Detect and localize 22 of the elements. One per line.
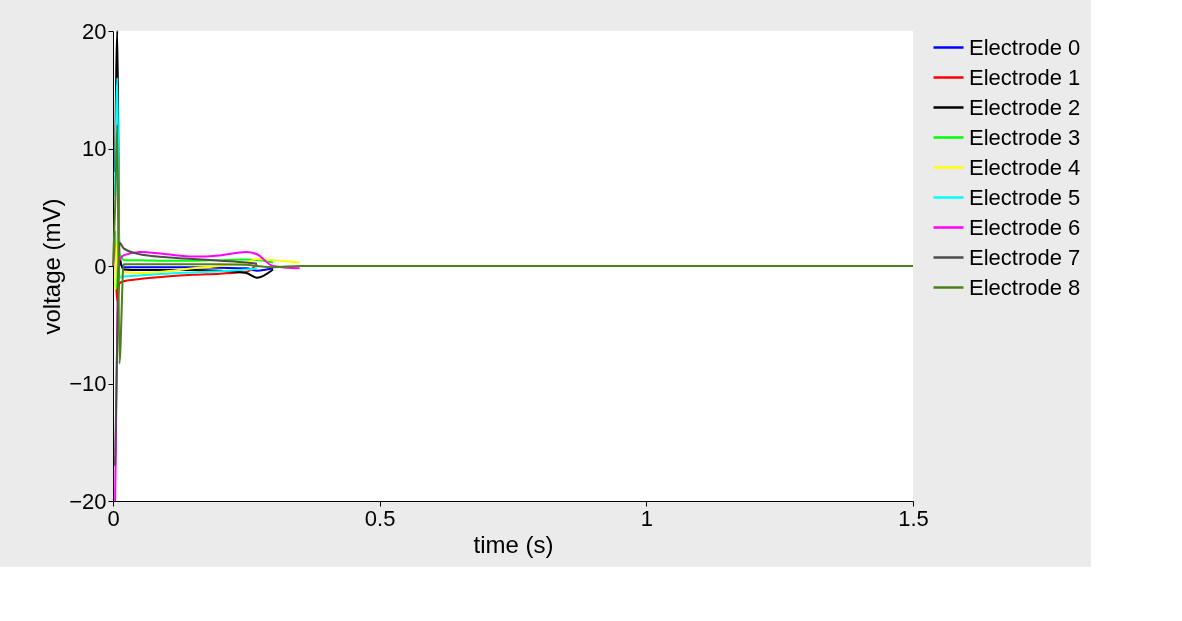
legend-label: Electrode 0 [969,34,1081,60]
legend-label: Electrode 8 [969,274,1081,300]
legend-label: Electrode 7 [969,244,1081,270]
y-tick-label: −10 [69,371,107,396]
legend-label: Electrode 6 [969,214,1081,240]
y-axis-title: voltage (mV) [38,198,66,335]
y-tick-label: 0 [94,253,107,279]
line-series [114,241,301,291]
x-tick-label: 1 [640,505,653,531]
legend-label: Electrode 1 [969,64,1081,90]
line-series [114,241,258,467]
legend-label: Electrode 3 [969,124,1081,150]
legend-label: Electrode 5 [969,184,1081,210]
x-axis-title: time (s) [473,530,554,558]
legend-label: Electrode 2 [969,94,1081,120]
y-tick-label: 10 [82,136,107,161]
line-series [112,124,914,365]
x-tick-label: 0.5 [364,505,396,531]
y-tick-label: −20 [69,488,107,514]
legend-label: Electrode 4 [969,154,1081,180]
y-tick-label: 20 [82,18,107,44]
x-tick-label: 1.5 [898,505,929,531]
